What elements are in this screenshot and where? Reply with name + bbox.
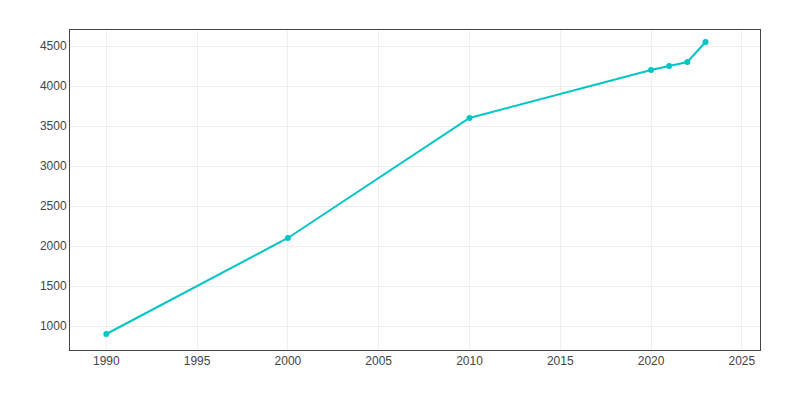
svg-text:1995: 1995 (184, 354, 211, 368)
svg-text:2000: 2000 (40, 239, 67, 253)
svg-text:1990: 1990 (93, 354, 120, 368)
svg-text:2005: 2005 (365, 354, 392, 368)
svg-text:2015: 2015 (547, 354, 574, 368)
svg-text:2020: 2020 (638, 354, 665, 368)
svg-text:3000: 3000 (40, 159, 67, 173)
svg-text:2000: 2000 (275, 354, 302, 368)
svg-text:4500: 4500 (40, 39, 67, 53)
svg-text:1000: 1000 (40, 319, 67, 333)
svg-text:3500: 3500 (40, 119, 67, 133)
svg-text:2500: 2500 (40, 199, 67, 213)
svg-text:4000: 4000 (40, 79, 67, 93)
svg-text:2010: 2010 (456, 354, 483, 368)
svg-text:1500: 1500 (40, 279, 67, 293)
svg-text:2025: 2025 (728, 354, 755, 368)
